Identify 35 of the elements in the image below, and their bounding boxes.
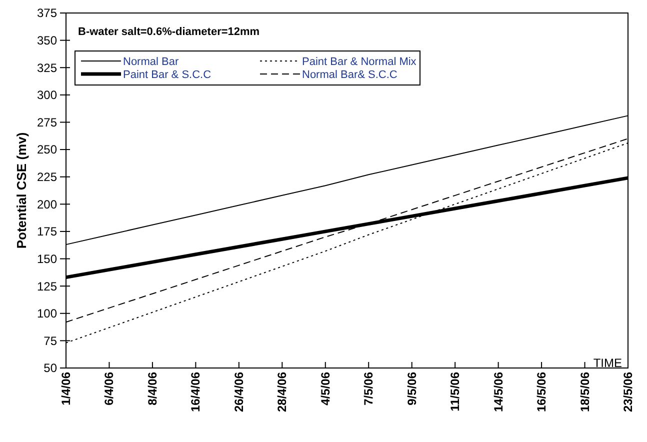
y-tick-label: 50 xyxy=(44,361,58,376)
y-tick-label: 150 xyxy=(36,252,58,266)
y-tick-label: 125 xyxy=(36,279,58,294)
y-tick-label: 200 xyxy=(36,197,58,212)
x-axis-title: TIME xyxy=(593,356,622,370)
y-tick-label: 225 xyxy=(36,170,58,184)
y-tick-label: 350 xyxy=(36,34,58,48)
y-tick-label: 100 xyxy=(36,306,58,321)
x-tick-label: 18/5/06 xyxy=(578,372,592,412)
y-tick-label: 275 xyxy=(36,115,58,130)
x-tick-label: 16/5/06 xyxy=(534,372,549,412)
y-tick-label: 325 xyxy=(36,60,58,75)
x-tick-label: 16/4/06 xyxy=(188,372,203,412)
legend-label: Normal Bar& S.C.C xyxy=(302,68,398,81)
legend-label: Normal Bar xyxy=(123,56,179,68)
legend-label: Paint Bar & Normal Mix xyxy=(302,56,417,68)
x-tick-label: 6/4/06 xyxy=(102,372,116,406)
x-tick-label: 14/5/06 xyxy=(491,372,506,412)
x-tick-label: 8/4/06 xyxy=(145,372,160,406)
legend-label: Paint Bar & S.C.C xyxy=(123,68,212,81)
x-tick-label: 11/5/06 xyxy=(448,372,462,412)
x-tick-label: 23/5/06 xyxy=(621,372,635,412)
y-tick-label: 300 xyxy=(36,88,58,102)
y-tick-label: 175 xyxy=(36,224,58,239)
x-tick-label: 4/5/06 xyxy=(318,372,332,406)
x-tick-label: 7/5/06 xyxy=(362,372,376,406)
y-axis-title: Potential CSE (mv) xyxy=(14,132,29,249)
x-tick-label: 28/4/06 xyxy=(275,372,290,412)
x-tick-label: 26/4/06 xyxy=(232,372,246,412)
text: B-water salt=0.6%-diameter=12mm xyxy=(78,26,260,38)
y-tick-label: 375 xyxy=(36,6,58,20)
y-tick-label: 75 xyxy=(44,334,58,348)
x-tick-label: 1/4/06 xyxy=(59,372,73,406)
x-tick-label: 9/5/06 xyxy=(404,372,419,406)
y-tick-label: 250 xyxy=(36,142,58,157)
